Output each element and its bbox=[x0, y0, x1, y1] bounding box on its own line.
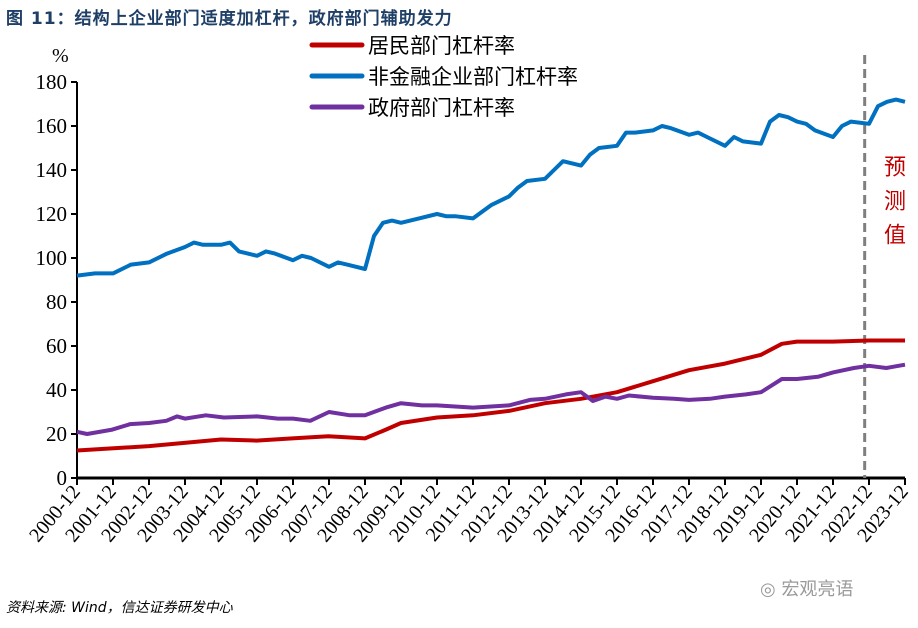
series-line-1 bbox=[76, 338, 905, 453]
source-note: 资料来源: Wind，信达证券研发中心 bbox=[6, 600, 233, 616]
y-tick-label: 60 bbox=[46, 334, 67, 358]
figure-title: 图 11：结构上企业部门适度加杠杆，政府部门辅助发力 bbox=[6, 9, 453, 29]
y-tick-label: 120 bbox=[36, 202, 68, 226]
watermark: ◎ 宏观亮语 bbox=[760, 575, 853, 601]
y-tick-label: 40 bbox=[46, 378, 67, 402]
legend-label-1: 居民部门杠杆率 bbox=[368, 34, 515, 58]
watermark-text: 宏观亮语 bbox=[781, 579, 854, 600]
y-tick-label: 80 bbox=[46, 290, 67, 314]
series-line-3 bbox=[76, 362, 906, 436]
y-axis-unit: % bbox=[52, 45, 69, 67]
wechat-icon: ◎ bbox=[760, 579, 782, 600]
y-tick-label: 160 bbox=[36, 114, 68, 138]
y-tick-label: 180 bbox=[36, 70, 68, 94]
legend-label-2: 非金融企业部门杠杆率 bbox=[368, 65, 578, 89]
y-tick-label: 0 bbox=[57, 466, 68, 490]
legend-label-3: 政府部门杠杆率 bbox=[368, 96, 515, 120]
y-tick-label: 20 bbox=[46, 422, 67, 446]
series-line-2 bbox=[76, 97, 906, 278]
forecast-label: 预测值 bbox=[880, 155, 905, 257]
y-tick-label: 140 bbox=[36, 158, 68, 182]
y-tick-label: 100 bbox=[36, 246, 68, 270]
